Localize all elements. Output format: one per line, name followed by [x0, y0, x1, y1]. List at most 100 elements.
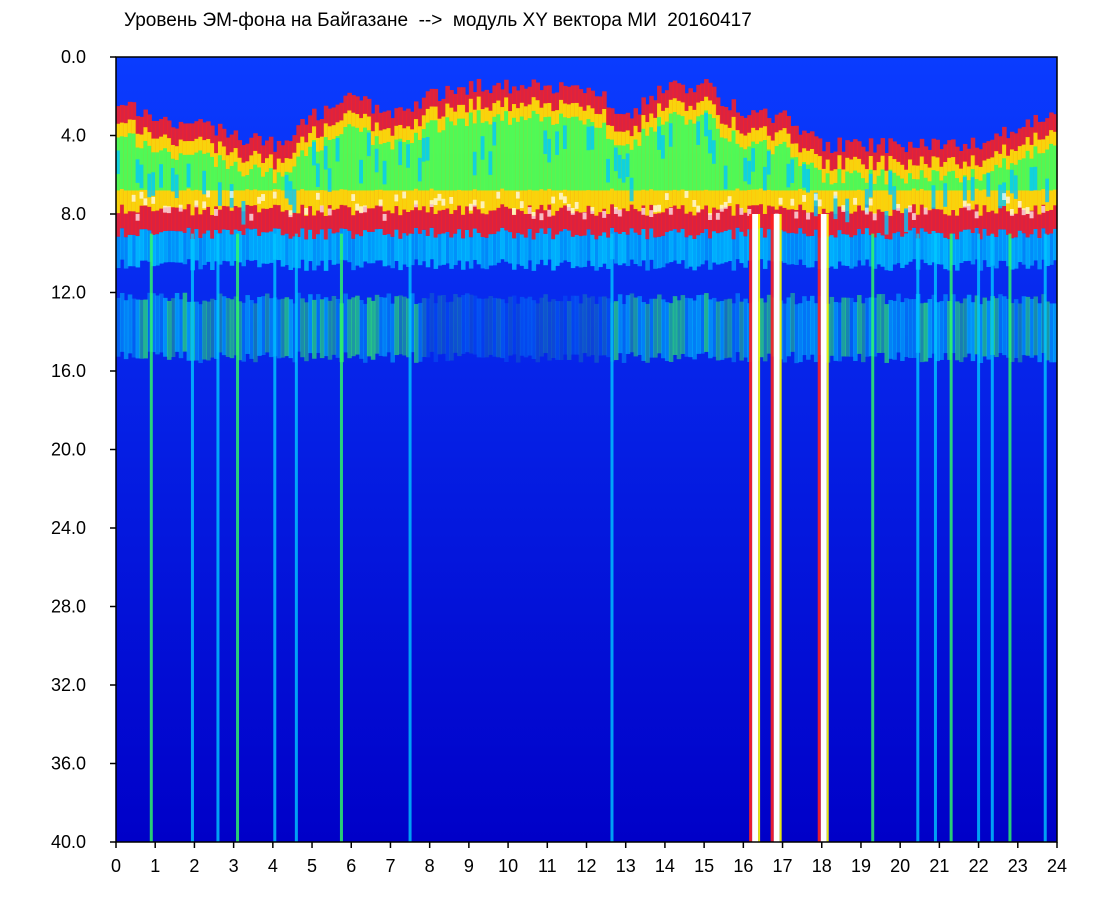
- heatmap-cell-green: [809, 162, 815, 191]
- heatmap-cell-green: [559, 113, 564, 191]
- heatmap-cell-secondary: [386, 293, 392, 353]
- heatmap-cell-secondary: [911, 299, 917, 358]
- x-tick-label: 11: [538, 856, 557, 876]
- heatmap-cell-transition: [151, 234, 156, 267]
- heatmap-cell-transition: [966, 229, 972, 261]
- heatmap-cell-cyan: [151, 172, 156, 196]
- heatmap-cell-white: [547, 209, 552, 217]
- heatmap-cell-green: [915, 179, 921, 191]
- heatmap-cell-green: [210, 156, 215, 191]
- heatmap-cell-white: [559, 192, 564, 200]
- heatmap-cell-green: [264, 171, 270, 191]
- heatmap-cell-secondary: [221, 296, 227, 356]
- heatmap-cell-secondary: [363, 303, 368, 363]
- y-tick-label: 0.0: [61, 47, 86, 67]
- heatmap-cell-transition: [998, 229, 1003, 261]
- heatmap-cell-cyan: [766, 151, 772, 175]
- heatmap-cell-transition: [268, 231, 274, 263]
- heatmap-cell-secondary: [178, 299, 184, 359]
- heatmap-cell-secondary: [904, 298, 909, 358]
- heatmap-cell-cyan: [986, 173, 991, 197]
- heatmap-cell-green: [304, 156, 309, 191]
- heatmap-cell-green: [629, 149, 635, 189]
- heatmap-cell-secondary: [143, 299, 148, 359]
- heatmap-cell-secondary: [166, 300, 172, 360]
- heatmap-cell-green: [151, 152, 156, 191]
- heatmap-cell-transition: [445, 231, 450, 264]
- y-tick-label: 36.0: [51, 754, 86, 774]
- heatmap-cell-secondary: [966, 294, 972, 354]
- heatmap-cell-cyan: [790, 159, 795, 184]
- heatmap-cell-white: [1002, 193, 1007, 201]
- heatmap-cell-white: [692, 200, 697, 207]
- heatmap-cell-white: [574, 201, 580, 209]
- heatmap-cell-green: [966, 180, 972, 191]
- heatmap-cell-transition: [602, 232, 607, 264]
- heatmap-cell-secondary: [217, 293, 223, 353]
- heatmap-cell-green: [935, 171, 940, 191]
- heatmap-cell-white: [723, 201, 729, 209]
- heatmap-cell-transition: [468, 237, 474, 269]
- heatmap-cell-secondary: [625, 295, 631, 354]
- heatmap-cell-cyan: [786, 163, 791, 188]
- heatmap-cell-green: [1041, 153, 1046, 190]
- heatmap-cell-white: [249, 213, 254, 221]
- heatmap-cell-secondary: [229, 299, 235, 359]
- vertical-streak-white: [773, 214, 780, 842]
- heatmap-cell-transition: [453, 233, 458, 266]
- heatmap-cell-green: [641, 128, 646, 190]
- heatmap-cell-secondary: [633, 297, 639, 357]
- heatmap-cell-secondary: [182, 292, 188, 352]
- heatmap-cell-green: [1049, 143, 1054, 191]
- heatmap-cell-green: [923, 177, 929, 191]
- heatmap-cell-transition: [472, 228, 478, 260]
- heatmap-cell-transition: [700, 232, 705, 265]
- heatmap-cell-green: [119, 136, 125, 189]
- heatmap-cell-cyan: [202, 170, 207, 195]
- y-tick-label: 28.0: [51, 597, 86, 617]
- heatmap-cell-green: [131, 133, 137, 191]
- heatmap-cell-cyan: [613, 147, 619, 172]
- heatmap-cell-secondary: [147, 292, 152, 352]
- heatmap-cell-transition: [672, 229, 678, 261]
- heatmap-cell-secondary: [261, 296, 266, 355]
- heatmap-cell-secondary: [582, 294, 588, 354]
- heatmap-cell-green: [527, 118, 533, 190]
- heatmap-cell-transition: [629, 228, 635, 260]
- heatmap-cell-cyan: [1029, 167, 1035, 191]
- heatmap-cell-green: [241, 176, 246, 191]
- heatmap-cell-secondary: [602, 296, 607, 356]
- heatmap-cell-secondary: [1013, 299, 1019, 359]
- heatmap-cell-green: [504, 111, 509, 191]
- heatmap-cell-secondary: [559, 301, 564, 361]
- heatmap-cell-transition: [872, 237, 878, 269]
- heatmap-cell-green: [637, 145, 642, 191]
- heatmap-cell-transition: [633, 232, 639, 265]
- heatmap-cell-transition: [413, 227, 419, 260]
- heatmap-cell-secondary: [257, 297, 262, 356]
- heatmap-cell-green: [762, 140, 768, 191]
- heatmap-cell-cyan: [943, 183, 948, 207]
- heatmap-cell-transition: [853, 235, 858, 267]
- heatmap-cell-secondary: [676, 300, 682, 360]
- heatmap-cell-secondary: [947, 301, 952, 360]
- heatmap-cell-white: [864, 207, 870, 215]
- heatmap-cell-green: [598, 127, 603, 191]
- heatmap-cell-green: [833, 182, 839, 191]
- vertical-streak: [610, 233, 614, 842]
- heatmap-cell-green: [633, 139, 639, 191]
- vertical-streak: [1008, 233, 1012, 842]
- heatmap-cell-white: [794, 211, 799, 219]
- heatmap-cell-transition: [241, 234, 246, 267]
- vertical-streak: [273, 233, 277, 842]
- heatmap-cell-secondary: [315, 294, 321, 353]
- heatmap-cell-green: [982, 174, 988, 190]
- heatmap-cell-transition: [331, 233, 337, 265]
- heatmap-cell-green: [911, 179, 917, 189]
- heatmap-cell-white: [813, 193, 819, 201]
- heatmap-cell-transition: [794, 233, 799, 265]
- heatmap-cell-transition: [837, 230, 842, 262]
- heatmap-cell-secondary: [206, 301, 211, 361]
- heatmap-cell-white: [143, 198, 148, 206]
- heatmap-cell-white: [496, 191, 501, 199]
